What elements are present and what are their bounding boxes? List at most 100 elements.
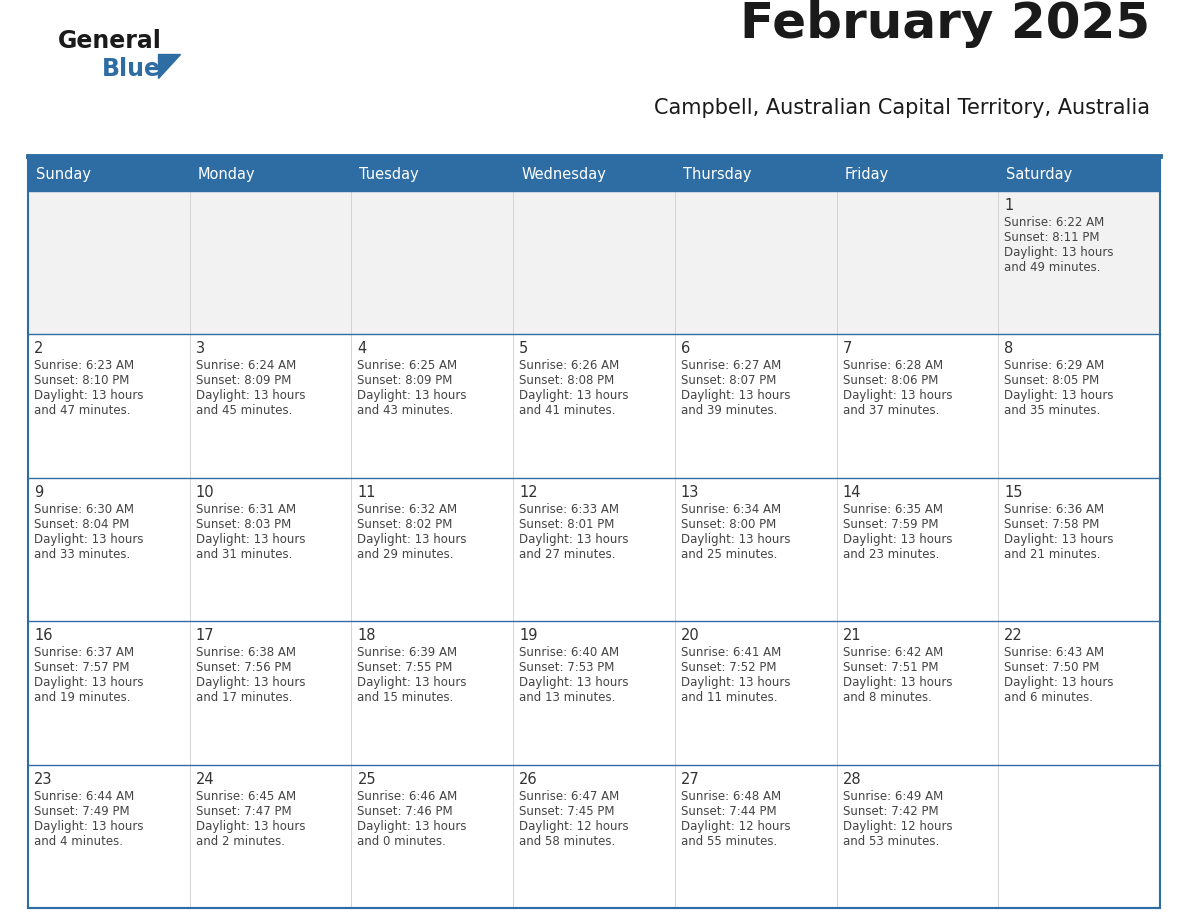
- Text: Daylight: 13 hours: Daylight: 13 hours: [1004, 677, 1114, 689]
- Text: 1: 1: [1004, 198, 1013, 213]
- Text: 19: 19: [519, 628, 538, 644]
- Bar: [675, 158, 836, 191]
- Bar: [513, 158, 675, 191]
- Bar: [29, 191, 1159, 334]
- Text: Sunset: 7:51 PM: Sunset: 7:51 PM: [842, 661, 939, 674]
- Bar: [836, 158, 998, 191]
- Text: Sunrise: 6:39 AM: Sunrise: 6:39 AM: [358, 646, 457, 659]
- Bar: [352, 158, 513, 191]
- Bar: [29, 158, 190, 191]
- Text: and 31 minutes.: and 31 minutes.: [196, 548, 292, 561]
- Text: Sunday: Sunday: [36, 167, 91, 182]
- Text: and 11 minutes.: and 11 minutes.: [681, 691, 777, 704]
- Text: and 39 minutes.: and 39 minutes.: [681, 405, 777, 418]
- Text: Sunset: 8:00 PM: Sunset: 8:00 PM: [681, 518, 776, 531]
- Text: and 37 minutes.: and 37 minutes.: [842, 405, 939, 418]
- Text: and 33 minutes.: and 33 minutes.: [34, 548, 131, 561]
- Text: 25: 25: [358, 772, 377, 787]
- Text: Daylight: 13 hours: Daylight: 13 hours: [196, 820, 305, 833]
- Text: Sunrise: 6:43 AM: Sunrise: 6:43 AM: [1004, 646, 1105, 659]
- Text: Daylight: 13 hours: Daylight: 13 hours: [34, 820, 144, 833]
- Text: Sunset: 7:46 PM: Sunset: 7:46 PM: [358, 804, 453, 818]
- Text: and 17 minutes.: and 17 minutes.: [196, 691, 292, 704]
- Text: 4: 4: [358, 341, 367, 356]
- Text: Daylight: 13 hours: Daylight: 13 hours: [34, 389, 144, 402]
- Text: Sunset: 7:50 PM: Sunset: 7:50 PM: [1004, 661, 1100, 674]
- Text: Sunset: 8:01 PM: Sunset: 8:01 PM: [519, 518, 614, 531]
- Text: 8: 8: [1004, 341, 1013, 356]
- Text: and 58 minutes.: and 58 minutes.: [519, 834, 615, 847]
- Text: Sunrise: 6:36 AM: Sunrise: 6:36 AM: [1004, 503, 1105, 516]
- Text: Sunrise: 6:37 AM: Sunrise: 6:37 AM: [34, 646, 134, 659]
- Text: Sunrise: 6:40 AM: Sunrise: 6:40 AM: [519, 646, 619, 659]
- Text: Sunset: 8:11 PM: Sunset: 8:11 PM: [1004, 231, 1100, 244]
- Text: Sunset: 8:04 PM: Sunset: 8:04 PM: [34, 518, 129, 531]
- Bar: [29, 477, 1159, 621]
- Text: Daylight: 13 hours: Daylight: 13 hours: [519, 677, 628, 689]
- Text: Sunset: 8:08 PM: Sunset: 8:08 PM: [519, 375, 614, 387]
- Text: Sunrise: 6:23 AM: Sunrise: 6:23 AM: [34, 360, 134, 373]
- Text: Sunrise: 6:28 AM: Sunrise: 6:28 AM: [842, 360, 943, 373]
- Text: Daylight: 13 hours: Daylight: 13 hours: [196, 532, 305, 546]
- Text: and 13 minutes.: and 13 minutes.: [519, 691, 615, 704]
- Text: and 55 minutes.: and 55 minutes.: [681, 834, 777, 847]
- Text: 22: 22: [1004, 628, 1023, 644]
- Text: Sunset: 7:59 PM: Sunset: 7:59 PM: [842, 518, 939, 531]
- Text: Sunrise: 6:35 AM: Sunrise: 6:35 AM: [842, 503, 942, 516]
- Text: Sunrise: 6:41 AM: Sunrise: 6:41 AM: [681, 646, 781, 659]
- Text: Sunset: 8:07 PM: Sunset: 8:07 PM: [681, 375, 776, 387]
- Text: Sunset: 7:42 PM: Sunset: 7:42 PM: [842, 804, 939, 818]
- Text: Sunrise: 6:47 AM: Sunrise: 6:47 AM: [519, 789, 619, 802]
- Text: Sunset: 7:55 PM: Sunset: 7:55 PM: [358, 661, 453, 674]
- Text: 21: 21: [842, 628, 861, 644]
- Text: and 25 minutes.: and 25 minutes.: [681, 548, 777, 561]
- Text: 12: 12: [519, 485, 538, 499]
- Text: and 23 minutes.: and 23 minutes.: [842, 548, 939, 561]
- Text: Friday: Friday: [845, 167, 889, 182]
- Text: Daylight: 12 hours: Daylight: 12 hours: [842, 820, 953, 833]
- Text: 10: 10: [196, 485, 214, 499]
- Text: 2: 2: [34, 341, 44, 356]
- Text: Sunset: 8:03 PM: Sunset: 8:03 PM: [196, 518, 291, 531]
- Text: Sunset: 7:56 PM: Sunset: 7:56 PM: [196, 661, 291, 674]
- Text: Sunrise: 6:34 AM: Sunrise: 6:34 AM: [681, 503, 781, 516]
- Text: Monday: Monday: [197, 167, 255, 182]
- Text: Sunset: 7:53 PM: Sunset: 7:53 PM: [519, 661, 614, 674]
- Text: 24: 24: [196, 772, 214, 787]
- Text: Daylight: 12 hours: Daylight: 12 hours: [519, 820, 628, 833]
- Text: Sunset: 8:09 PM: Sunset: 8:09 PM: [196, 375, 291, 387]
- Text: 16: 16: [34, 628, 52, 644]
- Text: Daylight: 13 hours: Daylight: 13 hours: [519, 389, 628, 402]
- Text: and 2 minutes.: and 2 minutes.: [196, 834, 285, 847]
- Text: 13: 13: [681, 485, 700, 499]
- Text: Daylight: 13 hours: Daylight: 13 hours: [681, 532, 790, 546]
- Text: 26: 26: [519, 772, 538, 787]
- Text: 5: 5: [519, 341, 529, 356]
- Text: 3: 3: [196, 341, 204, 356]
- Text: Sunset: 8:05 PM: Sunset: 8:05 PM: [1004, 375, 1100, 387]
- Text: 14: 14: [842, 485, 861, 499]
- Text: Daylight: 12 hours: Daylight: 12 hours: [681, 820, 790, 833]
- Text: Daylight: 13 hours: Daylight: 13 hours: [842, 677, 952, 689]
- Text: and 29 minutes.: and 29 minutes.: [358, 548, 454, 561]
- Text: 18: 18: [358, 628, 375, 644]
- Text: Sunrise: 6:45 AM: Sunrise: 6:45 AM: [196, 789, 296, 802]
- Text: and 49 minutes.: and 49 minutes.: [1004, 261, 1101, 274]
- Text: Daylight: 13 hours: Daylight: 13 hours: [519, 532, 628, 546]
- Text: 11: 11: [358, 485, 375, 499]
- Text: Daylight: 13 hours: Daylight: 13 hours: [681, 389, 790, 402]
- Text: Sunset: 7:52 PM: Sunset: 7:52 PM: [681, 661, 776, 674]
- Text: Sunset: 7:49 PM: Sunset: 7:49 PM: [34, 804, 129, 818]
- Text: and 41 minutes.: and 41 minutes.: [519, 405, 615, 418]
- Text: Daylight: 13 hours: Daylight: 13 hours: [1004, 532, 1114, 546]
- Text: February 2025: February 2025: [740, 0, 1150, 48]
- Text: Sunset: 8:09 PM: Sunset: 8:09 PM: [358, 375, 453, 387]
- Bar: [29, 621, 1159, 765]
- Text: Daylight: 13 hours: Daylight: 13 hours: [196, 389, 305, 402]
- Text: Sunrise: 6:30 AM: Sunrise: 6:30 AM: [34, 503, 134, 516]
- Text: Sunset: 7:58 PM: Sunset: 7:58 PM: [1004, 518, 1100, 531]
- Bar: [190, 158, 352, 191]
- Text: Sunset: 7:45 PM: Sunset: 7:45 PM: [519, 804, 614, 818]
- Text: Sunrise: 6:24 AM: Sunrise: 6:24 AM: [196, 360, 296, 373]
- Text: Daylight: 13 hours: Daylight: 13 hours: [358, 389, 467, 402]
